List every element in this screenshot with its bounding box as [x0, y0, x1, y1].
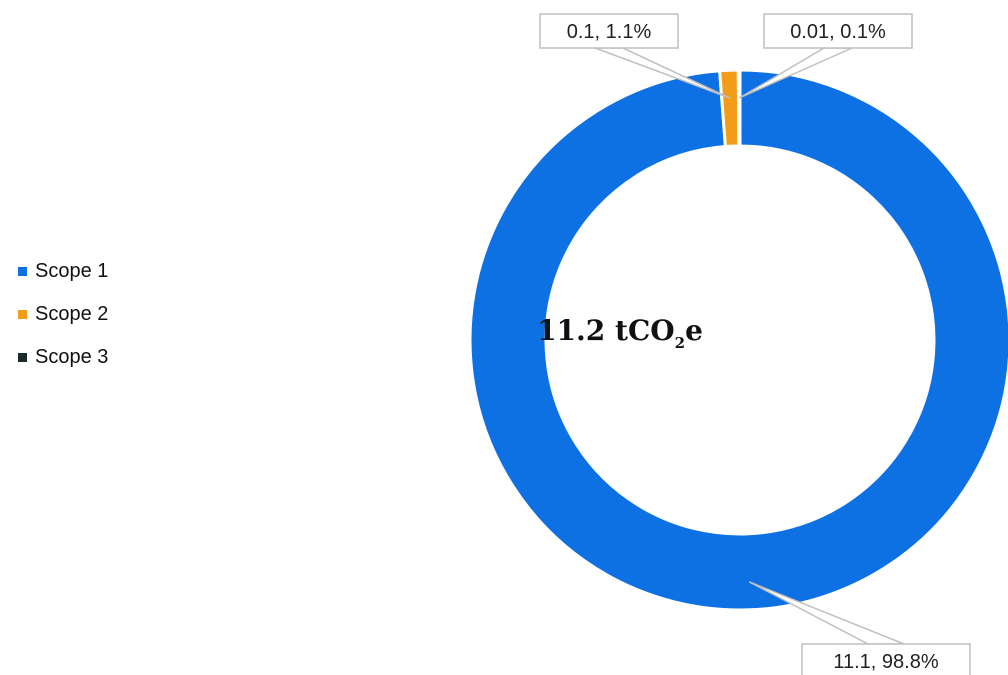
- donut-center-total: 11.2 tCO2e: [500, 314, 740, 352]
- data-label-scope-2-box: [539, 13, 679, 49]
- data-label-scope-2-text: 0.1, 1.1%: [567, 21, 652, 43]
- donut-slice-scope-1: [468, 68, 1008, 612]
- center-total-unit-subscript: 2: [674, 334, 686, 352]
- data-label-scope-1: 11.1, 98.8%: [801, 643, 971, 675]
- donut-slice-scope-3: [736, 68, 742, 148]
- center-total-unit-prefix: tCO: [615, 314, 675, 347]
- data-label-scope-1-box: [801, 643, 971, 675]
- legend-item-scope-1: Scope 1: [18, 250, 198, 293]
- legend-swatch-scope-1: [18, 267, 27, 276]
- legend-swatch-scope-2: [18, 310, 27, 319]
- data-label-scope-3-box: [763, 13, 913, 49]
- legend-label-scope-2: Scope 2: [35, 303, 109, 325]
- legend-label-scope-3: Scope 3: [35, 346, 109, 368]
- data-label-scope-1-text: 11.1, 98.8%: [833, 651, 938, 673]
- legend-swatch-scope-3: [18, 353, 27, 362]
- center-total-value: 11.2: [537, 314, 606, 347]
- data-label-scope-3-text: 0.01, 0.1%: [790, 21, 886, 43]
- data-label-scope-2: 0.1, 1.1%: [539, 13, 679, 49]
- legend-label-scope-1: Scope 1: [35, 260, 109, 282]
- legend-item-scope-3: Scope 3: [18, 336, 198, 379]
- center-total-unit-suffix: e: [685, 314, 703, 347]
- chart-legend: Scope 1 Scope 2 Scope 3: [18, 250, 198, 379]
- legend-item-scope-2: Scope 2: [18, 293, 198, 336]
- data-label-scope-3: 0.01, 0.1%: [763, 13, 913, 49]
